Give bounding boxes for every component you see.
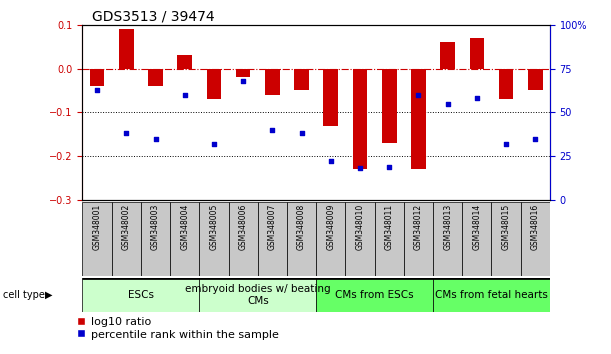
Point: [151, 136, 161, 142]
Bar: [112, 202, 141, 276]
Text: cell type: cell type: [3, 290, 45, 300]
Bar: [207, 69, 221, 99]
Text: GSM348001: GSM348001: [93, 204, 101, 250]
Text: GSM348011: GSM348011: [385, 204, 393, 250]
Bar: [258, 202, 287, 276]
Point: [384, 164, 394, 170]
Bar: [521, 202, 550, 276]
Text: GSM348007: GSM348007: [268, 204, 277, 250]
Bar: [345, 202, 375, 276]
Bar: [177, 56, 192, 69]
Bar: [323, 69, 338, 126]
Text: GSM348012: GSM348012: [414, 204, 423, 250]
Text: GSM348016: GSM348016: [531, 204, 540, 250]
Text: CMs from ESCs: CMs from ESCs: [335, 290, 414, 300]
Point: [443, 101, 453, 107]
Text: ESCs: ESCs: [128, 290, 154, 300]
Bar: [404, 202, 433, 276]
Text: GSM348006: GSM348006: [239, 204, 247, 250]
Text: GSM348005: GSM348005: [210, 204, 219, 250]
Bar: [375, 202, 404, 276]
Point: [414, 92, 423, 98]
Text: GSM348009: GSM348009: [326, 204, 335, 250]
Bar: [382, 69, 397, 143]
Text: GSM348010: GSM348010: [356, 204, 365, 250]
Text: GSM348014: GSM348014: [472, 204, 481, 250]
Bar: [141, 202, 170, 276]
Bar: [499, 69, 513, 99]
Bar: [287, 202, 316, 276]
Bar: [470, 38, 484, 69]
Text: GSM348003: GSM348003: [151, 204, 160, 250]
Bar: [229, 202, 258, 276]
Bar: [528, 69, 543, 91]
Bar: [491, 202, 521, 276]
Point: [297, 131, 307, 136]
Text: GSM348008: GSM348008: [297, 204, 306, 250]
Bar: [199, 278, 316, 312]
Bar: [90, 69, 104, 86]
Bar: [82, 202, 112, 276]
Point: [472, 96, 481, 101]
Text: GSM348015: GSM348015: [502, 204, 511, 250]
Bar: [316, 202, 345, 276]
Point: [530, 136, 540, 142]
Text: CMs from fetal hearts: CMs from fetal hearts: [435, 290, 548, 300]
Text: GSM348002: GSM348002: [122, 204, 131, 250]
Bar: [433, 202, 463, 276]
Bar: [170, 202, 199, 276]
Text: GSM348004: GSM348004: [180, 204, 189, 250]
Bar: [316, 278, 433, 312]
Point: [355, 166, 365, 171]
Point: [501, 141, 511, 147]
Text: embryoid bodies w/ beating
CMs: embryoid bodies w/ beating CMs: [185, 284, 331, 306]
Bar: [463, 202, 491, 276]
Point: [122, 131, 131, 136]
Text: GDS3513 / 39474: GDS3513 / 39474: [92, 10, 214, 24]
Point: [238, 78, 248, 84]
Bar: [433, 278, 550, 312]
Bar: [82, 278, 199, 312]
Bar: [236, 69, 251, 78]
Text: GSM348013: GSM348013: [443, 204, 452, 250]
Legend: log10 ratio, percentile rank within the sample: log10 ratio, percentile rank within the …: [76, 317, 279, 339]
Bar: [199, 202, 229, 276]
Point: [209, 141, 219, 147]
Bar: [295, 69, 309, 91]
Point: [180, 92, 189, 98]
Bar: [411, 69, 426, 169]
Text: ▶: ▶: [45, 290, 53, 300]
Bar: [265, 69, 280, 95]
Point: [268, 127, 277, 133]
Point: [92, 87, 102, 92]
Bar: [441, 42, 455, 69]
Bar: [148, 69, 163, 86]
Bar: [353, 69, 367, 169]
Point: [326, 159, 335, 164]
Bar: [119, 29, 134, 69]
